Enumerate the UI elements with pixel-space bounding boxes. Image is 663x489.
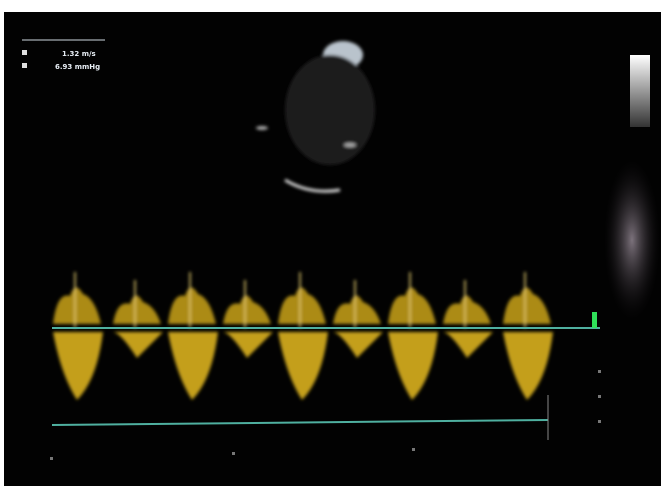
scale-tick: [598, 395, 601, 398]
ultrasound-screen: 1.32 m/s 6.93 mmHg: [0, 0, 663, 489]
m-mode-strip: [604, 160, 660, 320]
gradient-label: 6.93 mmHg: [55, 63, 100, 71]
scale-tick: [598, 370, 601, 373]
overlay-icon: [22, 63, 27, 68]
echo-spot: [344, 143, 356, 147]
velocity-label: 1.32 m/s: [62, 50, 96, 58]
baseline-marker: [592, 312, 597, 328]
echo-spot: [256, 126, 268, 130]
tissue: [285, 55, 375, 165]
time-mark: [50, 457, 53, 460]
overlay-icon: [22, 50, 27, 55]
time-mark: [232, 452, 235, 455]
scale-tick: [598, 420, 601, 423]
gray-scale-bar: [630, 55, 650, 127]
time-mark: [412, 448, 415, 451]
